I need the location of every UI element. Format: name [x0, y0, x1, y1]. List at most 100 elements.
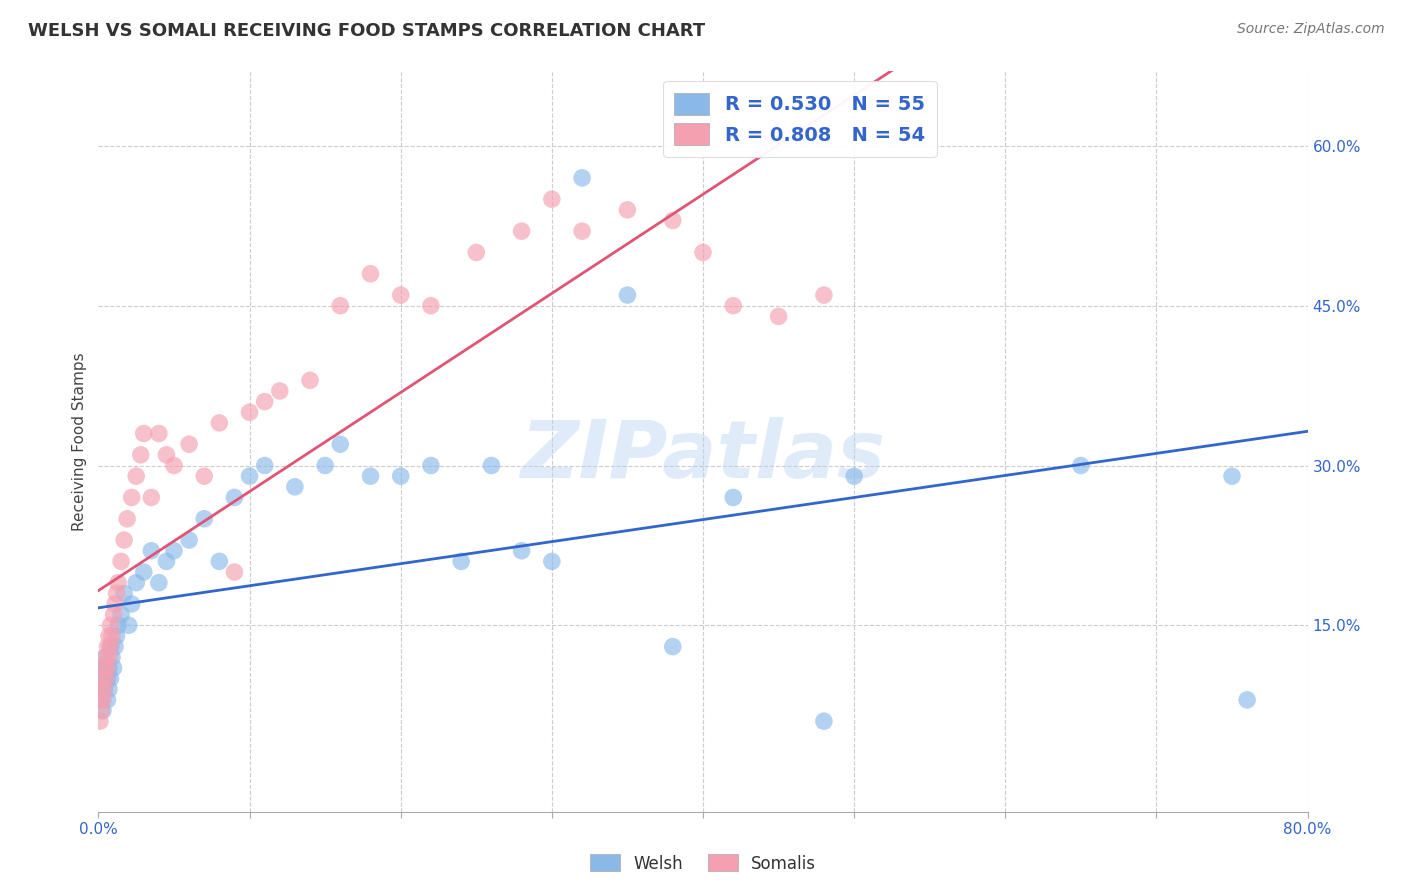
Point — [89, 682, 111, 697]
Point — [94, 661, 117, 675]
Legend: Welsh, Somalis: Welsh, Somalis — [583, 847, 823, 880]
Point — [100, 618, 122, 632]
Point — [239, 469, 262, 483]
Point — [90, 682, 112, 697]
Point — [101, 629, 124, 643]
Point — [94, 650, 117, 665]
Point — [132, 565, 155, 579]
Point — [93, 650, 115, 665]
Point — [813, 714, 835, 728]
Point — [163, 543, 186, 558]
Point — [193, 512, 215, 526]
Point — [121, 597, 143, 611]
Point — [179, 437, 201, 451]
Point — [91, 672, 114, 686]
Point — [1236, 693, 1258, 707]
Point — [329, 299, 352, 313]
Point — [103, 607, 125, 622]
Legend: R = 0.530   N = 55, R = 0.808   N = 54: R = 0.530 N = 55, R = 0.808 N = 54 — [662, 81, 936, 157]
Point — [112, 533, 135, 547]
Point — [132, 426, 155, 441]
Point — [510, 543, 533, 558]
Point — [91, 661, 114, 675]
Point — [253, 394, 276, 409]
Point — [94, 672, 117, 686]
Point — [389, 288, 412, 302]
Point — [148, 575, 170, 590]
Point — [465, 245, 488, 260]
Point — [125, 469, 148, 483]
Point — [616, 202, 638, 217]
Point — [98, 650, 121, 665]
Point — [94, 672, 117, 686]
Point — [93, 682, 115, 697]
Point — [1070, 458, 1092, 473]
Point — [91, 704, 114, 718]
Point — [844, 469, 866, 483]
Point — [481, 458, 503, 473]
Text: ZIPatlas: ZIPatlas — [520, 417, 886, 495]
Point — [208, 554, 231, 568]
Point — [163, 458, 186, 473]
Point — [329, 437, 352, 451]
Point — [105, 629, 128, 643]
Point — [100, 640, 122, 654]
Point — [96, 640, 118, 654]
Text: Source: ZipAtlas.com: Source: ZipAtlas.com — [1237, 22, 1385, 37]
Point — [616, 288, 638, 302]
Point — [723, 491, 745, 505]
Point — [104, 640, 127, 654]
Point — [91, 693, 114, 707]
Point — [155, 448, 177, 462]
Point — [661, 640, 683, 654]
Point — [110, 554, 132, 568]
Point — [661, 213, 683, 227]
Point — [107, 618, 129, 632]
Point — [129, 448, 152, 462]
Point — [96, 661, 118, 675]
Point — [100, 640, 122, 654]
Point — [90, 672, 112, 686]
Point — [284, 480, 307, 494]
Point — [118, 618, 141, 632]
Point — [768, 310, 790, 324]
Point — [103, 661, 125, 675]
Point — [90, 704, 112, 718]
Y-axis label: Receiving Food Stamps: Receiving Food Stamps — [72, 352, 87, 531]
Point — [155, 554, 177, 568]
Point — [141, 543, 163, 558]
Point — [107, 575, 129, 590]
Point — [104, 597, 127, 611]
Point — [141, 491, 163, 505]
Text: WELSH VS SOMALI RECEIVING FOOD STAMPS CORRELATION CHART: WELSH VS SOMALI RECEIVING FOOD STAMPS CO… — [28, 22, 706, 40]
Point — [98, 629, 121, 643]
Point — [420, 458, 443, 473]
Point — [112, 586, 135, 600]
Point — [208, 416, 231, 430]
Point — [89, 693, 111, 707]
Point — [540, 192, 562, 206]
Point — [571, 170, 593, 185]
Point — [121, 491, 143, 505]
Point — [360, 469, 382, 483]
Point — [101, 650, 124, 665]
Point — [90, 693, 112, 707]
Point — [269, 384, 291, 398]
Point — [125, 575, 148, 590]
Point — [314, 458, 336, 473]
Point — [96, 693, 118, 707]
Point — [420, 299, 443, 313]
Point — [96, 672, 118, 686]
Point — [510, 224, 533, 238]
Point — [98, 661, 121, 675]
Point — [100, 672, 122, 686]
Point — [299, 373, 322, 387]
Point — [115, 512, 138, 526]
Point — [450, 554, 472, 568]
Point — [1220, 469, 1243, 483]
Point — [105, 586, 128, 600]
Point — [239, 405, 262, 419]
Point — [110, 607, 132, 622]
Point — [148, 426, 170, 441]
Point — [93, 682, 115, 697]
